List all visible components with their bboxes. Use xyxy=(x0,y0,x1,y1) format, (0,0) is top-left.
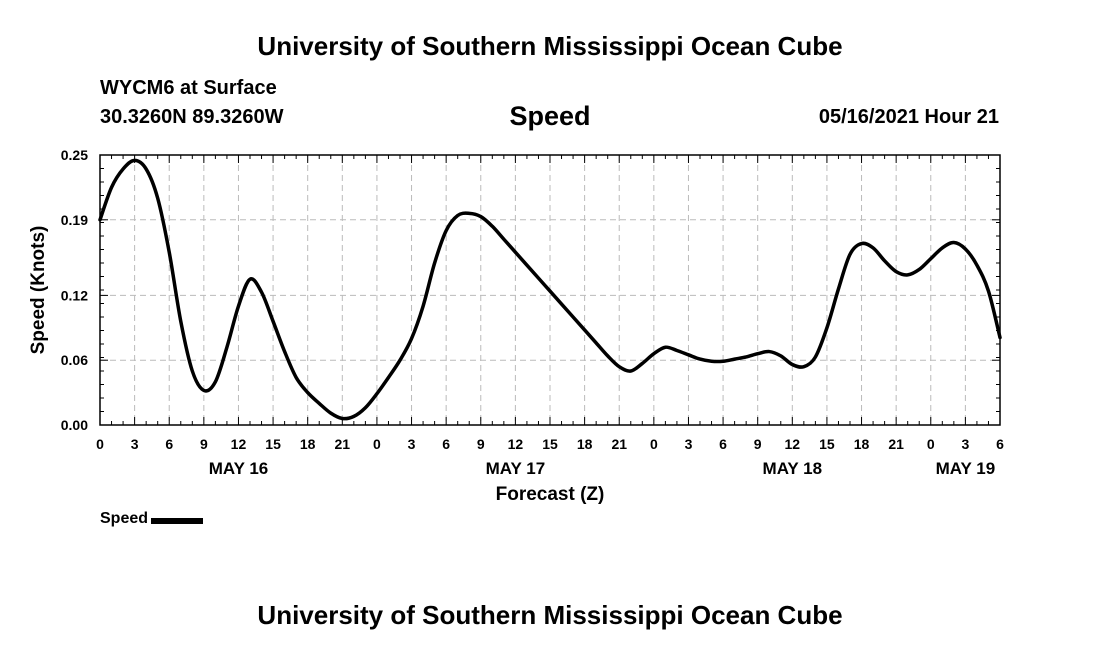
station-label: WYCM6 at Surface xyxy=(100,77,277,99)
x-tick-label: 6 xyxy=(442,436,450,452)
x-tick-label: 9 xyxy=(200,436,208,452)
coordinates-label: 30.3260N 89.3260W xyxy=(100,106,284,128)
x-tick-label: 6 xyxy=(719,436,727,452)
x-tick-label: 18 xyxy=(854,436,870,452)
x-tick-label: 12 xyxy=(231,436,247,452)
x-tick-label: 3 xyxy=(685,436,693,452)
x-tick-label: 18 xyxy=(300,436,316,452)
y-axis-label: Speed (Knots) xyxy=(28,226,49,355)
x-tick-label: 6 xyxy=(165,436,173,452)
x-tick-label: 3 xyxy=(131,436,139,452)
plot-frame xyxy=(99,154,1001,426)
x-tick-label: 0 xyxy=(650,436,658,452)
date-label: MAY 18 xyxy=(763,459,823,478)
x-tick-label: 15 xyxy=(819,436,835,452)
y-tick-label: 0.12 xyxy=(61,287,88,303)
x-tick-label: 12 xyxy=(508,436,524,452)
date-label: MAY 17 xyxy=(486,459,546,478)
x-tick-label: 9 xyxy=(754,436,762,452)
grid-layer xyxy=(100,155,1000,425)
chart-title: Speed xyxy=(509,101,591,131)
x-tick-label: 9 xyxy=(477,436,485,452)
x-tick-label: 15 xyxy=(542,436,558,452)
x-tick-label: 21 xyxy=(611,436,627,452)
y-tick-label: 0.25 xyxy=(61,147,88,163)
x-tick-label: 12 xyxy=(785,436,801,452)
x-tick-label: 6 xyxy=(996,436,1004,452)
x-axis-label: Forecast (Z) xyxy=(496,484,605,505)
x-tick-label: 3 xyxy=(961,436,969,452)
x-tick-label: 15 xyxy=(265,436,281,452)
y-tick-label: 0.06 xyxy=(61,352,88,368)
x-tick-label: 21 xyxy=(335,436,351,452)
legend: Speed xyxy=(100,510,204,528)
date-label: MAY 19 xyxy=(936,459,996,478)
x-tick-label: 0 xyxy=(373,436,381,452)
x-tick-label: 0 xyxy=(927,436,935,452)
speed-series-line xyxy=(98,158,1002,421)
series-layer xyxy=(98,158,1002,421)
x-tick-label: 21 xyxy=(888,436,904,452)
date-label: MAY 16 xyxy=(209,459,269,478)
x-tick-label: 18 xyxy=(577,436,593,452)
y-tick-label: 0.19 xyxy=(61,212,88,228)
footer-title: University of Southern Mississippi Ocean… xyxy=(257,600,843,630)
main-title: University of Southern Mississippi Ocean… xyxy=(257,31,843,61)
x-tick-label: 3 xyxy=(408,436,416,452)
legend-label: Speed xyxy=(100,510,149,527)
legend-swatch xyxy=(151,518,204,524)
x-tick-label: 0 xyxy=(96,436,104,452)
y-tick-label: 0.00 xyxy=(61,417,88,433)
label-layer: 0 3 6 9 12 15 18 21 0 3 6 9 12 15 18 21 0 3 6 9 12 15 18 21 0 3 6 0… xyxy=(61,147,1004,478)
datetime-label: 05/16/2021 Hour 21 xyxy=(818,106,999,128)
